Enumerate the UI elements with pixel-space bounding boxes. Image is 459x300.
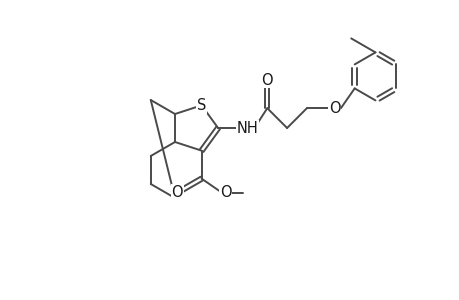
Text: O: O bbox=[171, 185, 183, 200]
Text: O: O bbox=[328, 101, 340, 116]
Text: S: S bbox=[196, 98, 206, 113]
Text: NH: NH bbox=[236, 121, 258, 136]
Text: O: O bbox=[261, 73, 273, 88]
Text: O: O bbox=[219, 185, 231, 200]
